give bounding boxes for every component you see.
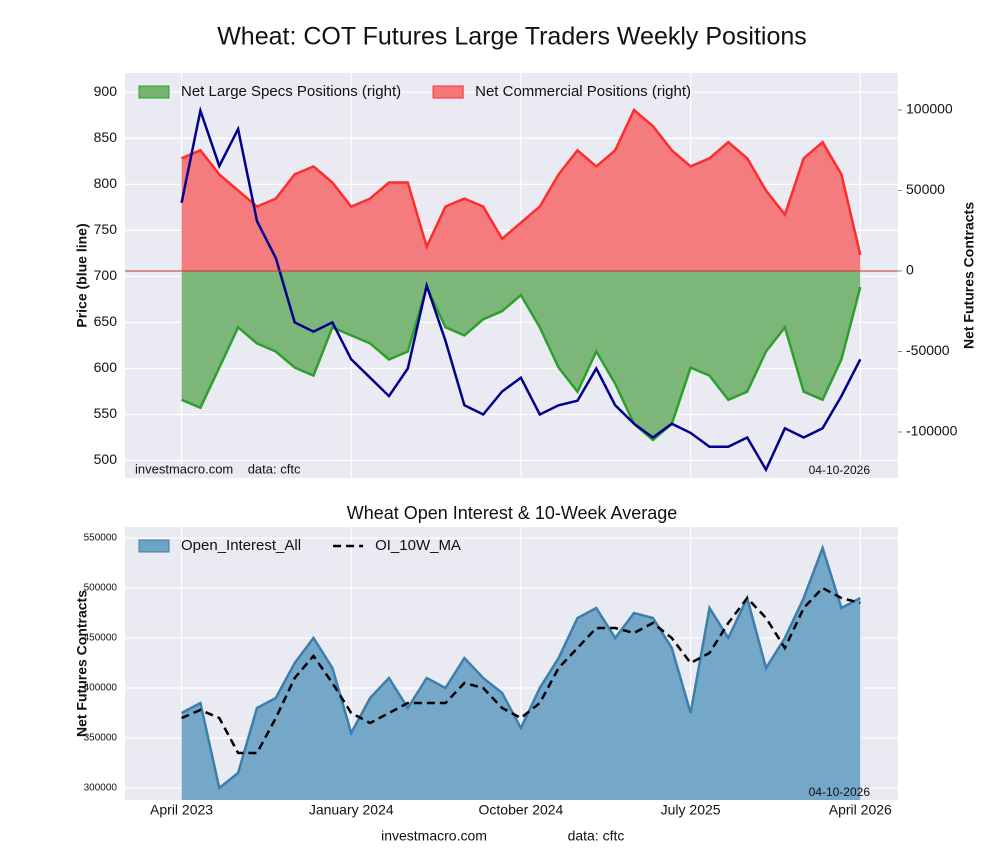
line	[180, 105, 862, 473]
y-tick-label: 300000	[84, 783, 118, 794]
y-axis-label: Net Futures Contracts	[74, 590, 90, 737]
chart-title: Wheat Open Interest & 10-Week Average	[347, 503, 678, 523]
area-outline	[181, 283, 862, 442]
x-tick-label: January 2024	[309, 802, 394, 818]
chart-title: Wheat: COT Futures Large Traders Weekly …	[217, 23, 807, 51]
date-note: 04-10-2026	[809, 785, 871, 799]
footer-data: data: cftc	[568, 828, 625, 844]
legend-label: OI_10W_MA	[375, 537, 461, 554]
x-tick-label: July 2025	[661, 802, 721, 818]
legend-swatch	[138, 85, 170, 99]
y-tick-label: 550000	[84, 533, 118, 544]
y2-tick-label: 0	[906, 262, 914, 278]
y-tick-label: 550	[94, 405, 118, 421]
date-note: 04-10-2026	[809, 463, 871, 477]
x-tick-label: April 2023	[150, 802, 213, 818]
y-tick-label: 750	[94, 221, 118, 237]
y-axis-label: Price (blue line)	[74, 223, 90, 327]
y-tick-label: 400000	[84, 683, 118, 694]
x-tick-label: April 2026	[829, 802, 892, 818]
y-tick-label: 650	[94, 313, 118, 329]
line	[181, 586, 861, 755]
y-tick-label: 850	[94, 129, 118, 145]
y2-tick-label: 100000	[906, 101, 953, 117]
x-tick-label: October 2024	[479, 802, 564, 818]
area-fill	[181, 110, 861, 271]
area-fill	[181, 548, 861, 800]
source-note: investmacro.com data: cftc	[135, 461, 301, 476]
legend-swatch	[138, 539, 170, 553]
y2-tick-label: -100000	[906, 423, 958, 439]
area-fill	[181, 270, 861, 440]
y-tick-label: 600	[94, 359, 118, 375]
y-tick-label: 800	[94, 175, 118, 191]
y-tick-label: 500	[94, 451, 118, 467]
legend-swatch	[432, 85, 464, 99]
y2-axis-label: Net Futures Contracts	[961, 202, 977, 349]
legend-label: Open_Interest_All	[181, 537, 301, 554]
y-tick-label: 900	[94, 83, 118, 99]
legend-label: Net Commercial Positions (right)	[475, 83, 691, 100]
y2-tick-label: -50000	[906, 342, 950, 358]
area-outline	[181, 107, 862, 256]
footer-site: investmacro.com	[381, 828, 487, 844]
legend-label: Net Large Specs Positions (right)	[181, 83, 401, 100]
y-tick-label: 500000	[84, 583, 118, 594]
y-tick-label: 350000	[84, 733, 118, 744]
y-tick-label: 700	[94, 267, 118, 283]
y-tick-label: 450000	[84, 633, 118, 644]
y2-tick-label: 50000	[906, 181, 945, 197]
